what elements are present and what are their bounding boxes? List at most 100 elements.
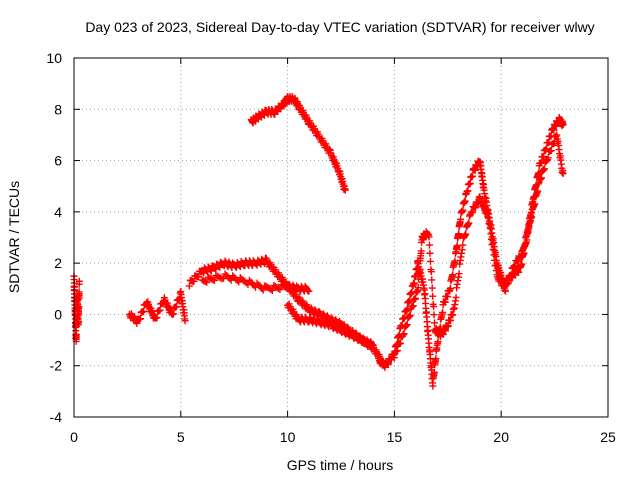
data-point [414, 284, 422, 292]
data-point [75, 277, 83, 285]
data-point [537, 159, 545, 167]
series-segment-8 [390, 131, 567, 362]
data-point [400, 330, 408, 338]
data-point [505, 279, 513, 287]
y-tick-label: 0 [54, 306, 62, 322]
data-point [330, 320, 338, 328]
data-point [531, 200, 539, 208]
data-point [153, 314, 161, 322]
data-point [210, 277, 218, 285]
series-segment-3 [185, 254, 386, 366]
data-point [409, 302, 417, 310]
data-point [140, 307, 148, 315]
data-point [452, 293, 460, 301]
data-point [417, 247, 425, 255]
plot-frame [73, 57, 609, 418]
data-point [428, 276, 436, 284]
data-point [305, 287, 313, 295]
series-segment-4 [198, 270, 313, 295]
series-segment-6 [247, 93, 349, 194]
data-point [501, 287, 509, 295]
data-point [427, 268, 435, 276]
y-tick-label: -4 [50, 409, 63, 425]
x-tick-label: 25 [600, 429, 616, 445]
data-point [518, 260, 526, 268]
data-point [397, 339, 405, 347]
data-point [403, 321, 411, 329]
series-segment-1 [70, 272, 83, 345]
data-point [137, 315, 145, 323]
data-point [547, 147, 555, 155]
data-point [528, 213, 536, 221]
data-point [207, 267, 215, 275]
x-tick-label: 0 [70, 429, 78, 445]
data-point [74, 317, 82, 325]
data-point [229, 272, 237, 280]
data-point [319, 310, 327, 318]
data-point [268, 286, 276, 294]
y-tick-label: 2 [54, 255, 62, 271]
data-point [426, 249, 434, 257]
data-point [359, 334, 367, 342]
data-point [464, 187, 472, 195]
y-tick-label: 10 [46, 50, 62, 66]
y-tick-label: 8 [54, 101, 62, 117]
data-point [466, 179, 474, 187]
data-point [446, 284, 454, 292]
data-point [429, 382, 437, 390]
data-point [281, 283, 289, 291]
grid-layer [74, 58, 608, 417]
series-segment-2 [126, 288, 189, 327]
data-point [75, 288, 83, 296]
data-point [223, 271, 231, 279]
chart-title: Day 023 of 2023, Sidereal Day-to-day VTE… [85, 19, 594, 35]
data-point [311, 306, 319, 314]
data-point [559, 170, 567, 178]
data-point [406, 297, 414, 305]
data-point [540, 153, 548, 161]
data-point [203, 278, 211, 286]
data-point [431, 319, 439, 327]
data-point [430, 303, 438, 311]
data-point [521, 241, 529, 249]
data-point [209, 276, 217, 284]
data-layer [70, 93, 567, 390]
data-point [326, 318, 334, 326]
data-point [444, 293, 452, 301]
data-point [524, 228, 532, 236]
data-point [406, 311, 414, 319]
data-point [230, 273, 238, 281]
data-point [169, 310, 177, 318]
data-point [465, 219, 473, 227]
data-point [328, 314, 336, 322]
data-point [390, 354, 398, 362]
data-point [232, 275, 240, 283]
data-point [326, 145, 334, 153]
data-point [455, 230, 463, 238]
data-point [342, 326, 350, 334]
data-point [274, 285, 282, 293]
series-segment-5 [284, 300, 377, 350]
data-point [181, 317, 189, 325]
data-point [410, 279, 418, 287]
data-point [459, 241, 467, 249]
data-point [236, 274, 244, 282]
data-point [534, 187, 542, 195]
data-point [508, 271, 516, 279]
data-point [449, 311, 457, 319]
data-point [469, 172, 477, 180]
data-point [323, 312, 331, 320]
data-point [429, 292, 437, 300]
data-point [412, 295, 420, 303]
series-segment-7 [375, 114, 567, 390]
x-tick-label: 15 [387, 429, 403, 445]
data-point [369, 341, 377, 349]
data-point [334, 322, 342, 330]
data-point [201, 278, 209, 286]
data-point [224, 273, 232, 281]
data-point [428, 284, 436, 292]
data-point [307, 304, 315, 312]
data-point [363, 336, 371, 344]
data-point [259, 286, 267, 294]
data-point [185, 282, 193, 290]
